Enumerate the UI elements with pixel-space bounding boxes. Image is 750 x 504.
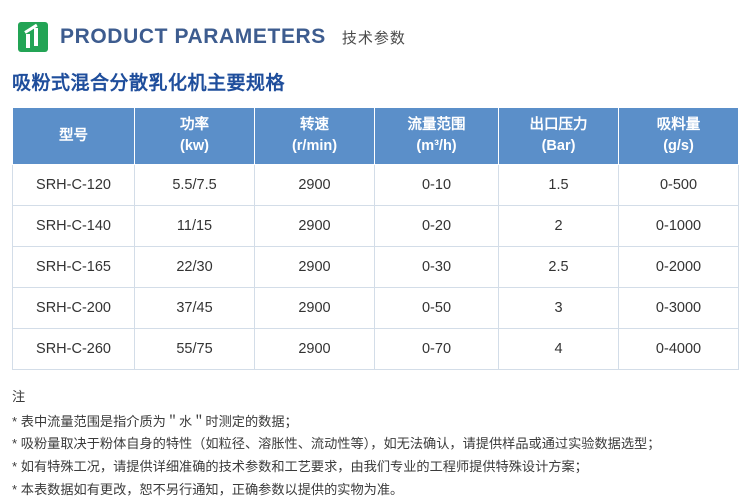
note-line: * 如有特殊工况，请提供详细准确的技术参数和工艺要求，由我们专业的工程师提供特殊… bbox=[12, 459, 588, 475]
column-header-power-line2: (kw) bbox=[180, 138, 209, 155]
column-header-model-line1: 型号 bbox=[59, 127, 88, 144]
cell-suction-rate: 0-1000 bbox=[618, 205, 739, 248]
cell-power: 5.5/7.5 bbox=[134, 164, 255, 207]
header-title-cn: 技术参数 bbox=[341, 29, 406, 47]
cell-speed: 2900 bbox=[254, 246, 375, 289]
cell-speed: 2900 bbox=[254, 328, 375, 371]
column-header-suction-rate: 吸料量 (g/s) bbox=[618, 106, 739, 166]
cell-power: 55/75 bbox=[134, 328, 255, 371]
cell-speed: 2900 bbox=[254, 287, 375, 330]
cell-suction-rate: 0-2000 bbox=[618, 246, 739, 289]
cell-power: 22/30 bbox=[134, 246, 255, 289]
cell-power: 37/45 bbox=[134, 287, 255, 330]
cell-flow-range: 0-70 bbox=[374, 328, 499, 371]
cell-outlet-pressure: 1.5 bbox=[498, 164, 619, 207]
cell-suction-rate: 0-500 bbox=[618, 164, 739, 207]
note-line: * 本表数据如有更改，恕不另行通知，正确参数以提供的实物为准。 bbox=[12, 481, 404, 497]
cell-flow-range: 0-30 bbox=[374, 246, 499, 289]
cell-outlet-pressure: 4 bbox=[498, 328, 619, 371]
cell-flow-range: 0-10 bbox=[374, 164, 499, 207]
column-header-suction-rate-line1: 吸料量 bbox=[656, 117, 701, 133]
cell-model: SRH-C-260 bbox=[12, 328, 135, 371]
cell-outlet-pressure: 2.5 bbox=[498, 246, 619, 289]
notes-heading: 注 bbox=[12, 389, 26, 405]
cell-suction-rate: 0-4000 bbox=[618, 328, 739, 371]
cell-suction-rate: 0-3000 bbox=[618, 287, 739, 330]
green-chart-logo-icon bbox=[18, 22, 48, 52]
column-header-flow-range-line2: (m³/h) bbox=[416, 138, 457, 155]
note-line: * 表中流量范围是指介质为＂水＂时测定的数据； bbox=[12, 413, 298, 429]
cell-model: SRH-C-165 bbox=[12, 246, 135, 289]
column-header-power: 功率 (kw) bbox=[134, 106, 255, 166]
cell-model: SRH-C-140 bbox=[12, 205, 135, 248]
note-line: * 吸粉量取决于粉体自身的特性（如粒径、溶胀性、流动性等），如无法确认，请提供样… bbox=[12, 436, 661, 452]
column-header-speed-line1: 转速 bbox=[300, 117, 329, 133]
table-row: SRH-C-140 11/15 2900 0-20 2 0-1000 bbox=[12, 205, 739, 248]
page-header: PRODUCT PARAMETERS 技术参数 bbox=[0, 0, 750, 52]
cell-outlet-pressure: 2 bbox=[498, 205, 619, 248]
notes-section: 注 * 表中流量范围是指介质为＂水＂时测定的数据； * 吸粉量取决于粉体自身的特… bbox=[0, 370, 750, 502]
cell-speed: 2900 bbox=[254, 205, 375, 248]
table-header-row: 型号 功率 (kw) 转速 (r/min) 流量范围 (m³/h) bbox=[12, 106, 739, 166]
cell-outlet-pressure: 3 bbox=[498, 287, 619, 330]
cell-speed: 2900 bbox=[254, 164, 375, 207]
spec-table: 型号 功率 (kw) 转速 (r/min) 流量范围 (m³/h) bbox=[12, 106, 739, 371]
column-header-flow-range: 流量范围 (m³/h) bbox=[374, 106, 499, 166]
cell-model: SRH-C-200 bbox=[12, 287, 135, 330]
table-row: SRH-C-165 22/30 2900 0-30 2.5 0-2000 bbox=[12, 246, 739, 289]
cell-model: SRH-C-120 bbox=[12, 164, 135, 207]
column-header-suction-rate-line2: (g/s) bbox=[663, 138, 694, 155]
column-header-speed: 转速 (r/min) bbox=[254, 106, 375, 166]
column-header-power-line1: 功率 bbox=[180, 117, 209, 133]
cell-power: 11/15 bbox=[134, 205, 255, 248]
column-header-outlet-pressure-line2: (Bar) bbox=[541, 138, 576, 155]
column-header-outlet-pressure-line1: 出口压力 bbox=[529, 117, 588, 133]
cell-flow-range: 0-20 bbox=[374, 205, 499, 248]
column-header-speed-line2: (r/min) bbox=[291, 138, 338, 155]
table-row: SRH-C-200 37/45 2900 0-50 3 0-3000 bbox=[12, 287, 739, 330]
spec-table-wrap: 型号 功率 (kw) 转速 (r/min) 流量范围 (m³/h) bbox=[0, 106, 750, 371]
column-header-outlet-pressure: 出口压力 (Bar) bbox=[498, 106, 619, 166]
page-title: 吸粉式混合分散乳化机主要规格 bbox=[12, 73, 286, 94]
column-header-model: 型号 bbox=[12, 106, 135, 166]
header-title-en: PRODUCT PARAMETERS bbox=[60, 25, 326, 48]
cell-flow-range: 0-50 bbox=[374, 287, 499, 330]
column-header-flow-range-line1: 流量范围 bbox=[407, 117, 466, 133]
table-row: SRH-C-120 5.5/7.5 2900 0-10 1.5 0-500 bbox=[12, 164, 739, 207]
table-row: SRH-C-260 55/75 2900 0-70 4 0-4000 bbox=[12, 328, 739, 371]
